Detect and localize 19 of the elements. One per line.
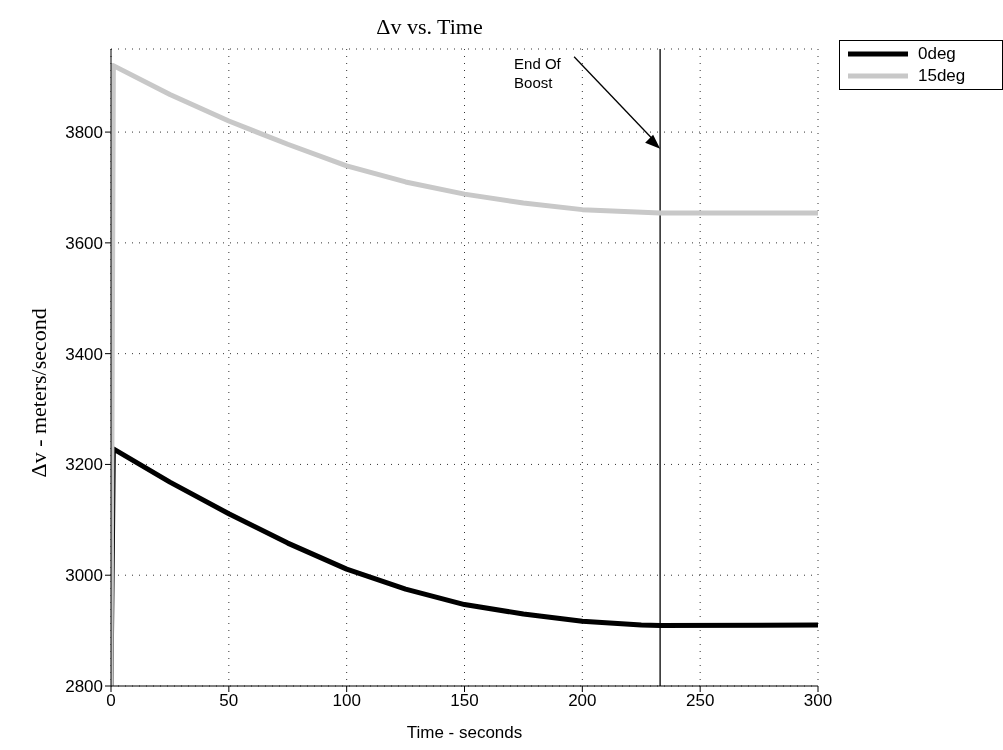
x-tick-label: 100 [332,691,361,711]
y-tick-label: 2800 [65,677,103,697]
x-tick-label: 200 [568,691,597,711]
y-tick-label: 3600 [65,233,103,253]
x-tick-label: 300 [803,691,833,711]
chart-title: Δv vs. Time [375,14,484,40]
legend-label: 15deg [918,66,966,86]
y-tick-label: 3400 [65,344,103,364]
x-axis-title: Time - seconds [406,723,523,742]
y-tick-label: 3000 [65,566,103,586]
y-axis-title: Δv - meters/second [25,308,51,478]
x-tick-label: 50 [219,691,239,711]
x-tick-label: 150 [450,691,479,711]
legend-label: 0deg [918,44,956,64]
x-tick-label: 250 [685,691,715,711]
y-tick-label: 3200 [65,455,103,475]
x-tick-label: 0 [106,691,116,711]
y-tick-label: 3800 [65,123,103,143]
annotation: End Of Boost [514,54,562,91]
